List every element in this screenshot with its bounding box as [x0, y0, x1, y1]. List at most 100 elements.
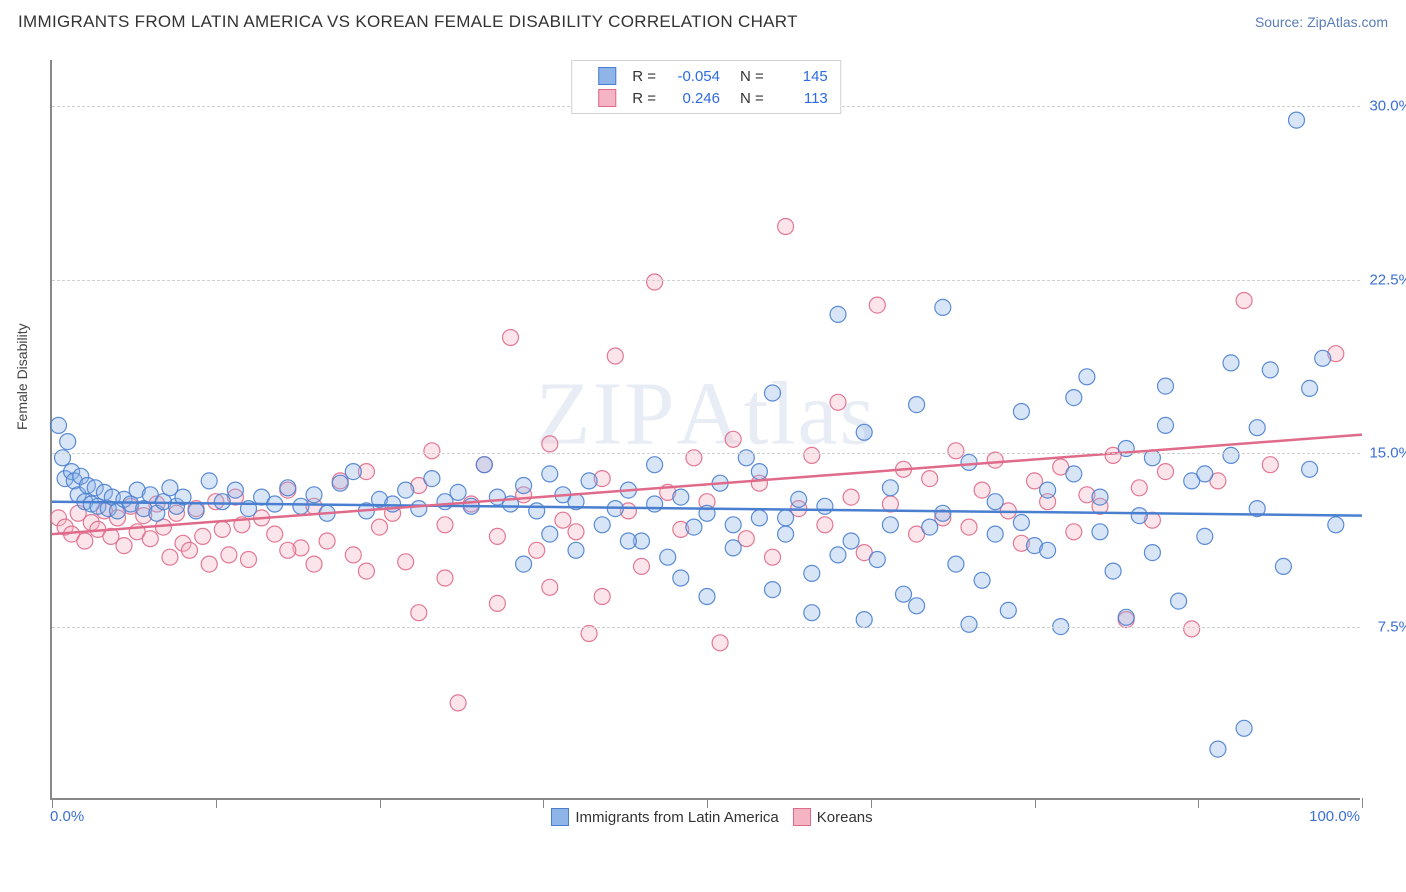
- scatter-point: [201, 473, 217, 489]
- scatter-point: [1197, 466, 1213, 482]
- scatter-point: [516, 478, 532, 494]
- legend-row: R =0.246N =113: [584, 87, 828, 109]
- scatter-point: [293, 498, 309, 514]
- scatter-point: [843, 533, 859, 549]
- scatter-point: [830, 306, 846, 322]
- scatter-point: [1131, 480, 1147, 496]
- scatter-point: [214, 494, 230, 510]
- scatter-point: [725, 431, 741, 447]
- scatter-point: [542, 466, 558, 482]
- scatter-point: [1066, 466, 1082, 482]
- scatter-point: [660, 549, 676, 565]
- scatter-point: [974, 572, 990, 588]
- scatter-point: [372, 519, 388, 535]
- scatter-point: [398, 554, 414, 570]
- scatter-point: [542, 526, 558, 542]
- scatter-point: [882, 480, 898, 496]
- scatter-point: [1236, 720, 1252, 736]
- scatter-point: [751, 464, 767, 480]
- scatter-point: [765, 385, 781, 401]
- scatter-point: [804, 565, 820, 581]
- scatter-point: [1236, 293, 1252, 309]
- scatter-point: [647, 496, 663, 512]
- scatter-point: [306, 487, 322, 503]
- scatter-point: [555, 512, 571, 528]
- scatter-point: [1171, 593, 1187, 609]
- scatter-point: [856, 424, 872, 440]
- legend-n-label: N =: [740, 90, 764, 107]
- scatter-point: [1013, 404, 1029, 420]
- scatter-point: [987, 494, 1003, 510]
- scatter-point: [961, 454, 977, 470]
- y-tick-label: 7.5%: [1364, 618, 1406, 635]
- legend-r-label: R =: [632, 90, 656, 107]
- scatter-point: [280, 480, 296, 496]
- scatter-point: [804, 447, 820, 463]
- scatter-point: [332, 475, 348, 491]
- legend-n-value: 145: [774, 68, 828, 85]
- scatter-point: [765, 549, 781, 565]
- scatter-point: [961, 519, 977, 535]
- scatter-point: [201, 556, 217, 572]
- scatter-point: [896, 586, 912, 602]
- scatter-point: [725, 540, 741, 556]
- scatter-point: [1092, 489, 1108, 505]
- scatter-point: [437, 517, 453, 533]
- scatter-point: [673, 570, 689, 586]
- scatter-point: [830, 394, 846, 410]
- scatter-point: [935, 299, 951, 315]
- scatter-point: [882, 517, 898, 533]
- scatter-point: [1105, 563, 1121, 579]
- scatter-point: [607, 348, 623, 364]
- scatter-point: [1197, 528, 1213, 544]
- x-tick: [871, 798, 872, 808]
- scatter-point: [1328, 517, 1344, 533]
- y-axis-label: Female Disability: [14, 323, 30, 430]
- scatter-point: [1079, 369, 1095, 385]
- scatter-point: [699, 589, 715, 605]
- scatter-point: [1223, 447, 1239, 463]
- scatter-point: [227, 482, 243, 498]
- scatter-point: [1262, 362, 1278, 378]
- scatter-point: [319, 533, 335, 549]
- x-tick: [380, 798, 381, 808]
- scatter-point: [1066, 524, 1082, 540]
- scatter-point: [345, 547, 361, 563]
- legend-swatch: [793, 808, 811, 826]
- scatter-point: [725, 517, 741, 533]
- x-tick: [216, 798, 217, 808]
- scatter-point: [398, 482, 414, 498]
- legend-swatch: [598, 67, 616, 85]
- scatter-point: [1013, 515, 1029, 531]
- scatter-point: [830, 547, 846, 563]
- scatter-point: [476, 457, 492, 473]
- scatter-point: [922, 471, 938, 487]
- scatter-point: [620, 533, 636, 549]
- chart-header: IMMIGRANTS FROM LATIN AMERICA VS KOREAN …: [0, 0, 1406, 38]
- scatter-point: [424, 443, 440, 459]
- scatter-point: [529, 503, 545, 519]
- scatter-point: [241, 552, 257, 568]
- scatter-point: [647, 274, 663, 290]
- legend-label: Immigrants from Latin America: [575, 809, 778, 826]
- scatter-point: [987, 452, 1003, 468]
- scatter-point: [1000, 602, 1016, 618]
- legend-swatch: [551, 808, 569, 826]
- x-tick: [1198, 798, 1199, 808]
- scatter-point: [817, 498, 833, 514]
- scatter-point: [948, 443, 964, 459]
- scatter-point: [542, 436, 558, 452]
- scatter-point: [712, 635, 728, 651]
- scatter-point: [935, 505, 951, 521]
- scatter-point: [1092, 524, 1108, 540]
- scatter-point: [581, 473, 597, 489]
- scatter-point: [1249, 420, 1265, 436]
- legend-n-label: N =: [740, 68, 764, 85]
- scatter-point: [188, 503, 204, 519]
- scatter-point: [804, 605, 820, 621]
- x-tick: [1362, 798, 1363, 808]
- scatter-point: [568, 524, 584, 540]
- scatter-point: [1040, 542, 1056, 558]
- scatter-point: [358, 563, 374, 579]
- scatter-point: [869, 297, 885, 313]
